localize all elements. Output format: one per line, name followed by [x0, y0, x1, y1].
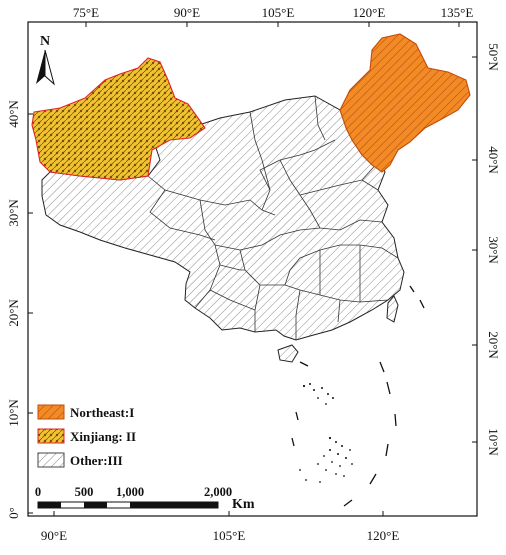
- scale-bar: 0 500 1,000 2,000 Km: [35, 485, 255, 512]
- axis-top-label: 105°E: [262, 5, 295, 20]
- north-arrow: N: [36, 34, 55, 86]
- legend-swatch-northeast: [37, 404, 65, 420]
- legend-swatch-xinjiang: [37, 428, 65, 444]
- scale-tick-label: 500: [75, 485, 94, 499]
- axis-bottom-label: 105°E: [213, 528, 246, 543]
- axis-right-label: 50°N: [486, 43, 501, 71]
- scale-tick-label: 2,000: [204, 485, 232, 499]
- region-xinjiang: [31, 57, 206, 181]
- axis-left-label: 40°N: [6, 100, 21, 128]
- legend-label-northeast: Northeast:I: [70, 405, 134, 420]
- axis-top-label: 135°E: [441, 5, 474, 20]
- region-hainan: [277, 344, 299, 363]
- nine-dash-line: [291, 285, 425, 507]
- scale-tick-label: 1,000: [116, 485, 144, 499]
- axis-right-label: 10°N: [486, 428, 501, 456]
- legend-label-xinjiang: Xinjiang: II: [70, 429, 136, 444]
- axis-top-label: 120°E: [353, 5, 386, 20]
- axis-right-label: 30°N: [486, 236, 501, 264]
- region-northeast: [339, 33, 471, 173]
- scale-tick-label: 0: [35, 485, 41, 499]
- axis-left-label: 30°N: [6, 199, 21, 227]
- map-frame: [27, 21, 478, 517]
- axis-right-label: 40°N: [486, 146, 501, 174]
- north-arrow-label: N: [40, 34, 50, 49]
- south-china-sea-islands: [299, 383, 353, 483]
- axis-right-label: 20°N: [486, 331, 501, 359]
- legend-label-other: Other:III: [70, 453, 123, 468]
- scale-unit: Km: [232, 497, 255, 512]
- axis-left-label: 10°N: [6, 399, 21, 427]
- axis-left-label: 20°N: [6, 299, 21, 327]
- axis-bottom-label: 90°E: [41, 528, 67, 543]
- region-taiwan: [386, 295, 399, 323]
- axis-left-label: 0°: [6, 507, 21, 519]
- frame-ticks: [28, 22, 477, 516]
- axis-top-label: 75°E: [73, 5, 99, 20]
- legend-swatch-other: [37, 452, 65, 468]
- north-arrow-icon: [36, 50, 45, 84]
- axis-top-label: 90°E: [174, 5, 200, 20]
- legend: Northeast:I Xinjiang: II Other:III: [37, 404, 136, 468]
- axis-bottom-label: 120°E: [367, 528, 400, 543]
